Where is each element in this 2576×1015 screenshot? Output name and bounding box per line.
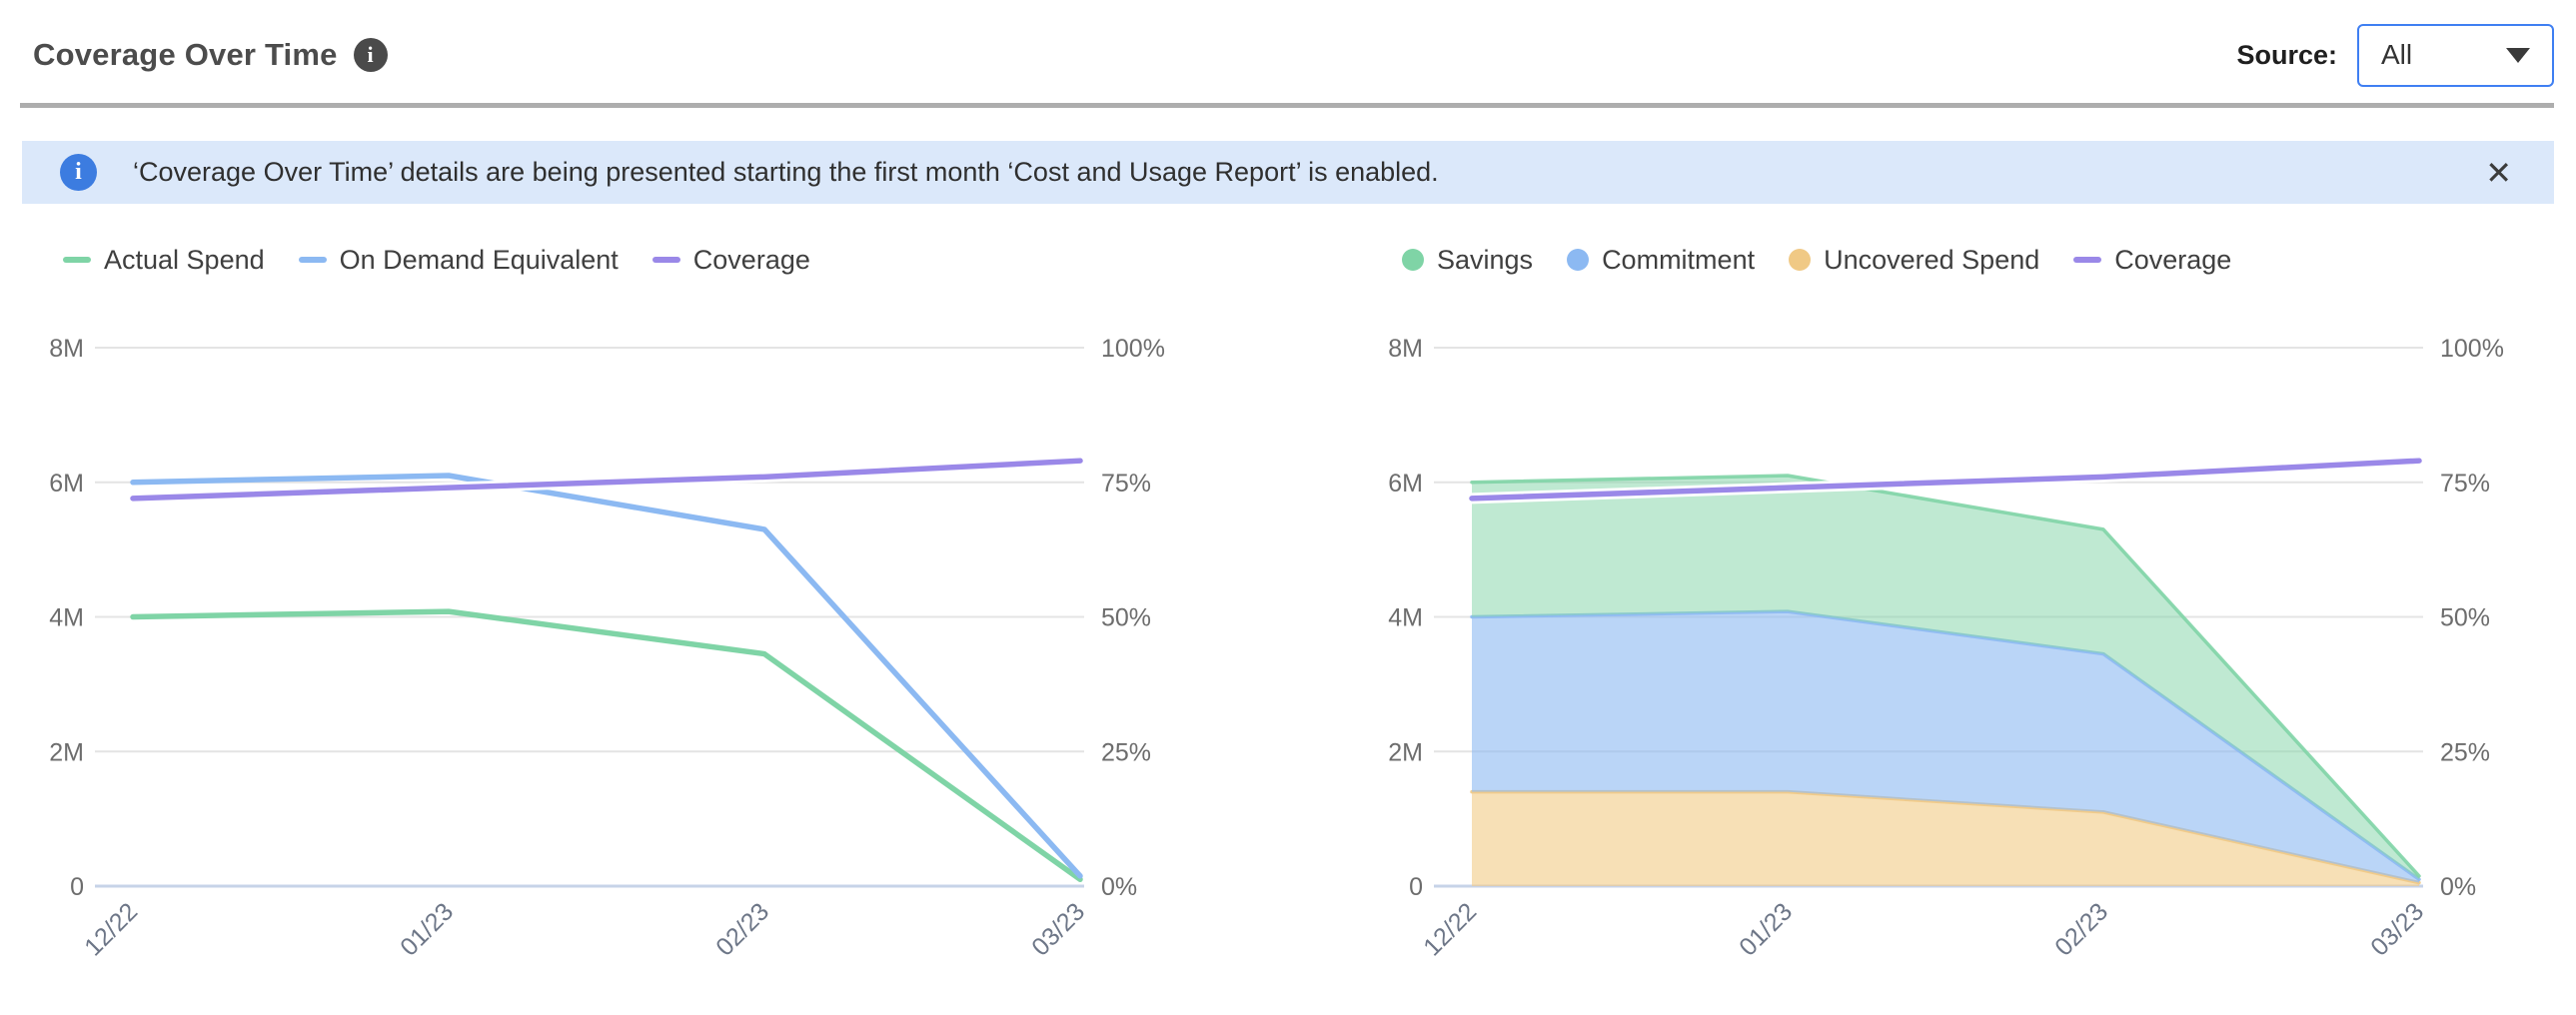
legend-item-coverage[interactable]: Coverage bbox=[2073, 245, 2231, 276]
legend-spend-lines: Actual Spend On Demand Equivalent Coverage bbox=[63, 240, 810, 280]
x-axis-tick: 12/22 bbox=[79, 897, 143, 961]
y-axis-tick-left: 2M bbox=[49, 738, 84, 766]
y-axis-tick-right: 0% bbox=[2440, 873, 2476, 901]
circle-swatch-icon bbox=[1402, 249, 1424, 271]
x-axis-tick: 03/23 bbox=[1026, 897, 1090, 961]
y-axis-tick-right: 50% bbox=[1101, 604, 1151, 632]
banner-info-icon: i bbox=[60, 154, 97, 191]
line-coverage[interactable] bbox=[1469, 458, 2422, 502]
x-axis-tick: 03/23 bbox=[2365, 897, 2429, 961]
y-axis-tick-left: 6M bbox=[1388, 470, 1423, 498]
line-actual-spend[interactable] bbox=[130, 608, 1083, 883]
legend-label: Uncovered Spend bbox=[1824, 244, 2040, 275]
legend-label: Coverage bbox=[2114, 244, 2232, 275]
chart-panel-stacked-breakdown: Savings Commitment Uncovered Spend Coverage… bbox=[1379, 232, 2576, 1015]
y-axis-tick-right: 25% bbox=[2440, 738, 2490, 766]
line-swatch-icon bbox=[63, 257, 91, 263]
area-chart-breakdown[interactable]: 0 0% 2M 25% 4M 50% 6M 75% 8M 100% 12/22 01/23 02/23 0… bbox=[1379, 300, 2576, 1015]
x-axis-tick: 01/23 bbox=[1734, 897, 1798, 961]
legend-item-coverage[interactable]: Coverage bbox=[651, 244, 810, 276]
y-axis-tick-left: 8M bbox=[49, 335, 84, 363]
legend-label: Savings bbox=[1437, 244, 1534, 275]
line-coverage[interactable] bbox=[130, 458, 1083, 502]
y-axis-tick-left: 0 bbox=[1409, 873, 1423, 901]
circle-swatch-icon bbox=[1567, 249, 1590, 271]
x-axis-tick: 12/22 bbox=[1418, 897, 1482, 961]
y-axis-tick-right: 100% bbox=[1101, 335, 1165, 363]
banner-message: ‘Coverage Over Time’ details are being p… bbox=[133, 157, 1439, 187]
info-banner: i ‘Coverage Over Time’ details are being… bbox=[22, 141, 2554, 204]
header-divider bbox=[20, 103, 2554, 108]
y-axis-tick-left: 6M bbox=[49, 470, 84, 498]
line-on-demand-equivalent[interactable] bbox=[130, 473, 1083, 879]
circle-swatch-icon bbox=[1789, 249, 1812, 271]
legend-item-uncovered-spend[interactable]: Uncovered Spend bbox=[1789, 245, 2039, 276]
x-axis-tick: 01/23 bbox=[395, 897, 459, 961]
line-chart-spend[interactable]: 0 0% 2M 25% 4M 50% 6M 75% 8M 100% 12/22 01/23 02/23 0… bbox=[40, 300, 1237, 1015]
legend-item-commitment[interactable]: Commitment bbox=[1567, 245, 1755, 276]
source-control: Source: All bbox=[2236, 23, 2554, 87]
header: Coverage Over Time i Source: All bbox=[33, 20, 2554, 90]
line-swatch-icon bbox=[298, 257, 327, 263]
y-axis-tick-right: 0% bbox=[1101, 873, 1137, 901]
area-uncovered-spend[interactable] bbox=[1472, 791, 2419, 886]
x-axis-tick: 02/23 bbox=[710, 897, 774, 961]
close-icon[interactable]: ✕ bbox=[2485, 154, 2512, 191]
legend-item-on-demand-equivalent[interactable]: On Demand Equivalent bbox=[298, 244, 619, 276]
y-axis-tick-right: 75% bbox=[2440, 470, 2490, 498]
y-axis-tick-left: 8M bbox=[1388, 335, 1423, 363]
area-commitment[interactable] bbox=[1472, 611, 2419, 883]
chevron-down-icon bbox=[2506, 47, 2530, 63]
y-axis-tick-right: 25% bbox=[1101, 738, 1151, 766]
legend-item-actual-spend[interactable]: Actual Spend bbox=[63, 245, 265, 276]
y-axis-tick-left: 0 bbox=[70, 873, 84, 901]
legend-label: Coverage bbox=[692, 244, 810, 275]
legend-label: Actual Spend bbox=[104, 244, 265, 275]
legend-label: Commitment bbox=[1602, 244, 1756, 275]
source-dropdown[interactable]: All bbox=[2357, 23, 2554, 87]
legend-stacked-breakdown: Savings Commitment Uncovered Spend Coverage bbox=[1402, 240, 2231, 280]
source-selected-value: All bbox=[2381, 39, 2413, 70]
line-swatch-icon bbox=[651, 257, 680, 263]
legend-item-savings[interactable]: Savings bbox=[1402, 245, 1533, 276]
area-savings[interactable] bbox=[1472, 476, 2419, 880]
y-axis-tick-right: 100% bbox=[2440, 335, 2504, 363]
y-axis-tick-right: 50% bbox=[2440, 604, 2490, 632]
x-axis-tick: 02/23 bbox=[2049, 897, 2113, 961]
page-title: Coverage Over Time bbox=[33, 37, 338, 72]
legend-label: On Demand Equivalent bbox=[339, 244, 619, 275]
y-axis-tick-right: 75% bbox=[1101, 470, 1151, 498]
y-axis-tick-left: 4M bbox=[49, 604, 84, 632]
line-swatch-icon bbox=[2073, 257, 2102, 263]
source-label: Source: bbox=[2236, 39, 2337, 70]
area-edge-savings bbox=[1470, 474, 2421, 878]
y-axis-tick-left: 2M bbox=[1388, 738, 1423, 766]
chart-panel-spend-lines: Actual Spend On Demand Equivalent Coverage… bbox=[40, 232, 1237, 1015]
info-icon[interactable]: i bbox=[353, 38, 388, 72]
y-axis-tick-left: 4M bbox=[1388, 604, 1423, 632]
